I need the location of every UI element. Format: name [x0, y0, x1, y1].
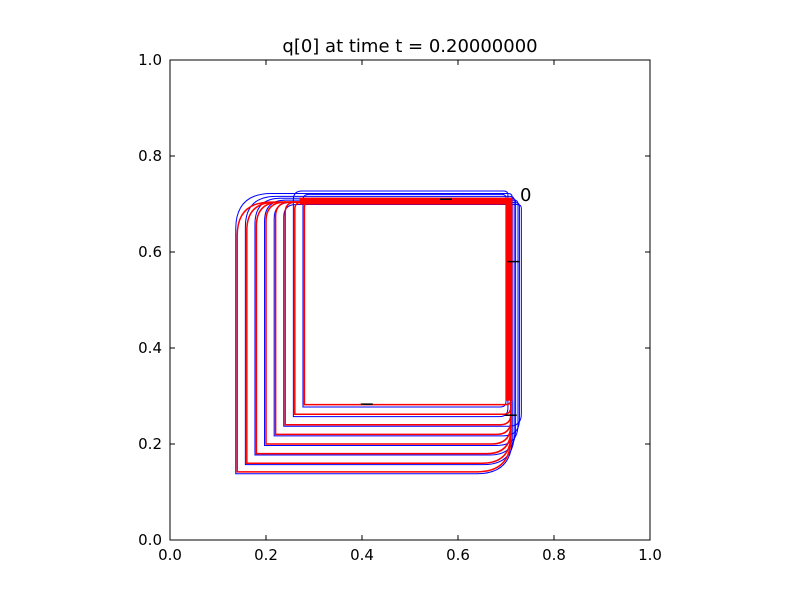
- plot-frame: [169, 59, 651, 541]
- red-band: [299, 197, 513, 401]
- x-tick-label-3: 0.6: [446, 546, 470, 564]
- blue-contour-0: [235, 192, 513, 475]
- y-tick-label-0: 0.0: [138, 531, 162, 549]
- blue-contour-3: [264, 199, 519, 446]
- y-tick-label-4: 0.8: [138, 147, 162, 165]
- x-tick-label-5: 1.0: [638, 546, 662, 564]
- y-tick-label-1: 0.2: [138, 435, 162, 453]
- contour-lines: [235, 190, 522, 475]
- blue-contour-7: [302, 193, 507, 408]
- x-tick-label-2: 0.4: [350, 546, 374, 564]
- x-tick-label-4: 0.8: [542, 546, 566, 564]
- x-tick-label-1: 0.2: [254, 546, 278, 564]
- annotations: 0: [520, 185, 531, 206]
- y-tick-label-5: 1.0: [138, 51, 162, 69]
- y-tick-label-3: 0.6: [138, 243, 162, 261]
- annotation-0: 0: [520, 185, 531, 206]
- chart-title: q[0] at time t = 0.20000000: [282, 36, 537, 57]
- y-tick-label-2: 0.4: [138, 339, 162, 357]
- x-tick-label-0: 0.0: [158, 546, 182, 564]
